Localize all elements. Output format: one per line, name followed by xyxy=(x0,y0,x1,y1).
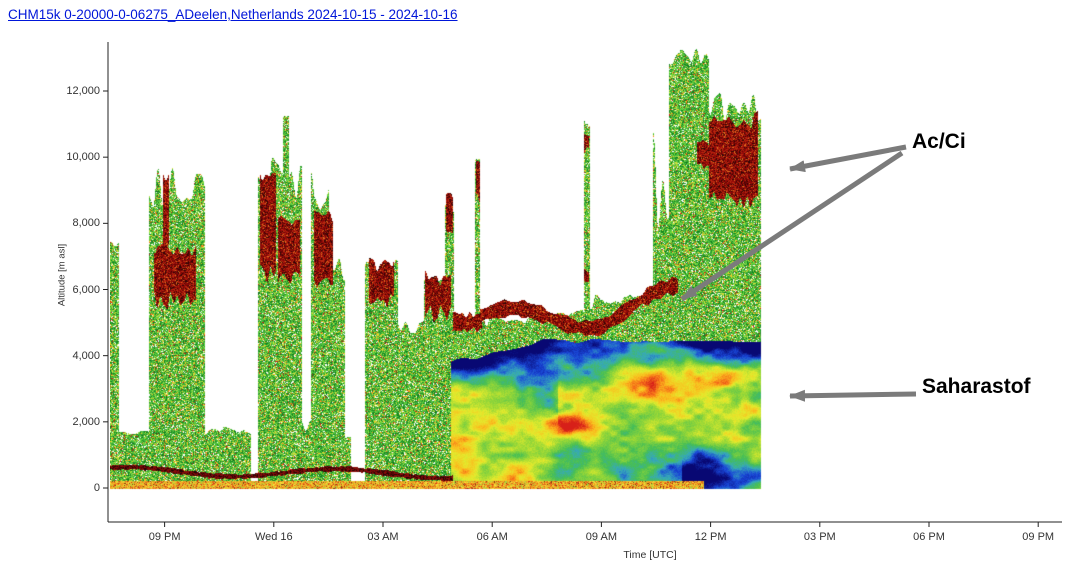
x-tick-label: 06 PM xyxy=(913,531,945,543)
y-tick-label: 8,000 xyxy=(72,217,100,230)
x-tick-label: 12 PM xyxy=(694,531,727,543)
y-tick-label: 6,000 xyxy=(72,283,100,296)
x-tick-label: 06 AM xyxy=(476,531,508,543)
title-link[interactable]: CHM15k 0-20000-0-06275_ADeelen,Netherlan… xyxy=(8,7,458,22)
y-tick-label: 4,000 xyxy=(72,349,100,362)
ceilometer-backscatter-heatmap xyxy=(110,40,810,522)
x-tick-label: 09 AM xyxy=(585,531,617,543)
x-tick-label: 09 PM xyxy=(1022,531,1055,543)
annotation-ac-ci: Ac/Ci xyxy=(912,130,966,153)
y-axis-label: Altitude [m asl] xyxy=(56,243,68,307)
x-tick-label: 09 PM xyxy=(148,531,181,543)
y-tick-label: 12,000 xyxy=(66,85,100,97)
y-tick-label: 0 xyxy=(93,482,100,494)
y-tick-label: 2,000 xyxy=(72,415,100,428)
annotation-saharastof: Saharastof xyxy=(922,375,1031,398)
x-tick-label: 03 PM xyxy=(803,531,836,543)
x-tick-label: Wed 16 xyxy=(254,531,293,543)
x-tick-label: 03 AM xyxy=(367,531,399,543)
y-tick-label: 10,000 xyxy=(66,151,100,164)
x-axis-label: Time [UTC] xyxy=(623,549,677,561)
